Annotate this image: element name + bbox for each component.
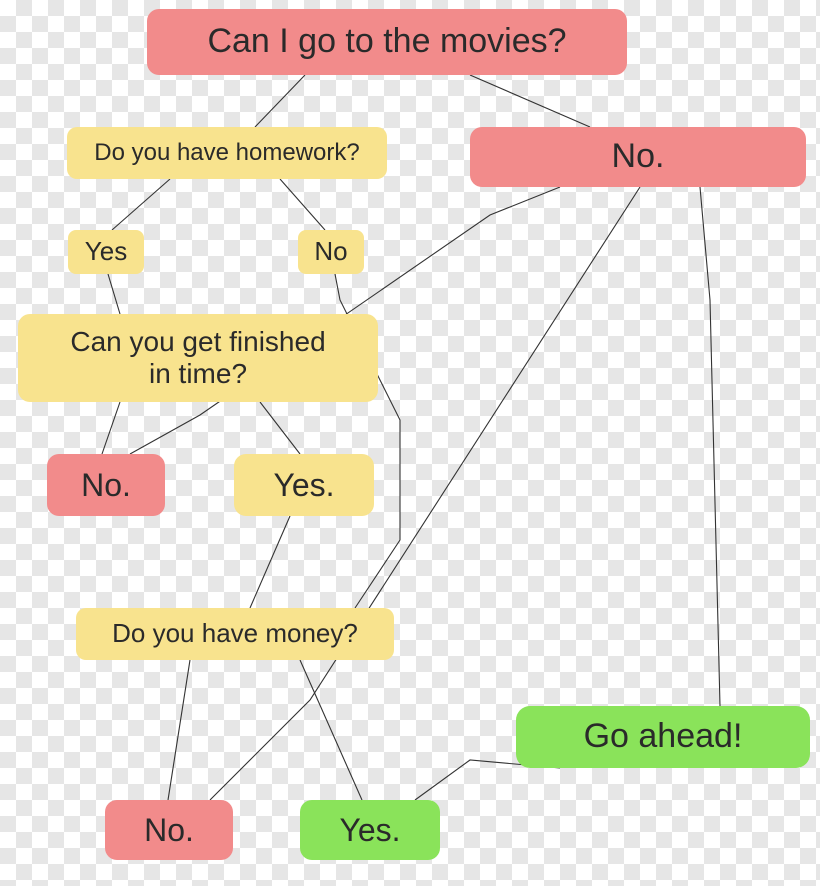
node-hw_yes: Yes: [68, 230, 144, 274]
node-fin_no: No.: [47, 454, 165, 516]
node-hw_no: No: [298, 230, 364, 274]
node-homework: Do you have homework?: [67, 127, 387, 179]
node-fin_yes: Yes.: [234, 454, 374, 516]
node-finish: Can you get finished in time?: [18, 314, 378, 402]
node-topno: No.: [470, 127, 806, 187]
node-goahead: Go ahead!: [516, 706, 810, 768]
node-money: Do you have money?: [76, 608, 394, 660]
node-mon_no: No.: [105, 800, 233, 860]
flowchart-stage: Can I go to the movies? Do you have homew…: [0, 0, 820, 886]
node-mon_yes: Yes.: [300, 800, 440, 860]
node-root: Can I go to the movies?: [147, 9, 627, 75]
